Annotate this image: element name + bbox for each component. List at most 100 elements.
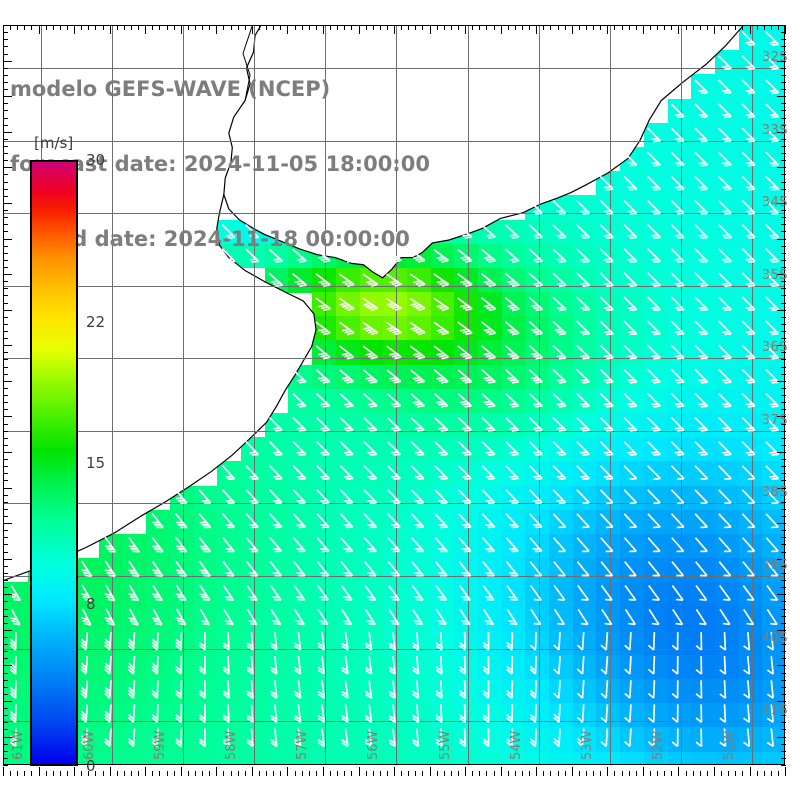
axis-tick xyxy=(781,46,786,48)
axis-tick xyxy=(781,103,786,105)
axis-tick xyxy=(209,771,211,776)
axis-tick xyxy=(781,74,786,76)
axis-tick xyxy=(607,25,609,34)
longitude-label: 55W xyxy=(437,730,453,760)
axis-tick xyxy=(777,665,786,667)
axis-tick xyxy=(266,25,267,30)
axis-tick xyxy=(145,25,147,34)
axis-tick xyxy=(3,274,12,275)
longitude-label: 61W xyxy=(11,730,26,760)
axis-tick xyxy=(699,25,701,30)
axis-tick xyxy=(123,771,125,776)
axis-tick xyxy=(781,266,786,268)
axis-tick xyxy=(372,771,374,776)
latitude-label: 37S xyxy=(761,412,788,428)
axis-tick xyxy=(17,25,19,30)
colorbar-tick: 0 xyxy=(86,757,96,775)
axis-tick xyxy=(450,771,452,776)
axis-tick xyxy=(67,25,68,30)
title-model-line: modelo GEFS-WAVE (NCEP) xyxy=(10,77,331,101)
axis-tick xyxy=(678,25,680,34)
axis-tick xyxy=(777,487,786,489)
axis-tick xyxy=(635,25,637,30)
axis-tick xyxy=(657,771,658,776)
axis-tick xyxy=(781,765,786,766)
axis-tick xyxy=(45,771,47,776)
axis-tick xyxy=(109,25,111,34)
axis-ticks-right xyxy=(776,25,786,766)
axis-tick xyxy=(3,708,8,710)
axis-tick xyxy=(781,565,786,567)
axis-tick xyxy=(657,25,658,30)
latitude-label: 33S xyxy=(761,122,788,138)
axis-tick xyxy=(781,729,786,731)
axis-tick xyxy=(781,423,786,425)
axis-tick xyxy=(781,352,786,354)
axis-tick xyxy=(3,146,8,147)
axis-tick xyxy=(3,757,8,759)
axis-tick xyxy=(3,352,8,354)
axis-tick xyxy=(3,558,12,560)
axis-tick xyxy=(3,266,8,268)
axis-tick xyxy=(3,309,12,311)
axis-tick xyxy=(3,672,8,674)
axis-tick xyxy=(3,409,8,411)
axis-tick xyxy=(59,25,61,30)
axis-tick xyxy=(721,771,722,776)
axis-tick xyxy=(564,771,566,776)
axis-tick xyxy=(131,25,132,30)
axis-tick xyxy=(713,25,715,34)
axis-tick xyxy=(31,25,33,30)
axis-tick xyxy=(3,195,8,197)
axis-tick xyxy=(781,672,786,674)
latitude-label: 34S xyxy=(761,195,788,211)
latitude-label: 32S xyxy=(761,50,788,66)
axis-tick xyxy=(180,25,182,34)
axis-tick xyxy=(458,25,459,30)
axis-tick xyxy=(322,25,324,34)
axis-tick xyxy=(3,25,12,26)
axis-tick xyxy=(529,25,531,30)
axis-tick xyxy=(781,302,786,304)
axis-tick xyxy=(756,771,758,776)
axis-tick xyxy=(443,771,445,776)
axis-tick xyxy=(781,160,786,162)
axis-tick xyxy=(3,451,12,453)
axis-tick xyxy=(465,25,467,34)
axis-tick xyxy=(628,25,630,30)
colorbar-unit-label: [m/s] xyxy=(34,134,74,152)
axis-tick xyxy=(557,771,559,776)
axis-tick xyxy=(95,25,97,30)
axis-tick xyxy=(3,316,8,318)
axis-tick xyxy=(781,146,786,147)
axis-tick xyxy=(3,345,12,347)
axis-tick xyxy=(781,259,786,261)
axis-tick xyxy=(529,771,531,776)
axis-tick xyxy=(777,274,786,275)
axis-tick xyxy=(3,480,8,482)
axis-tick xyxy=(781,174,786,176)
axis-tick xyxy=(237,771,239,776)
axis-tick xyxy=(781,338,786,340)
axis-tick xyxy=(202,771,204,776)
axis-tick xyxy=(3,25,4,34)
axis-tick xyxy=(685,771,687,776)
axis-tick xyxy=(372,25,374,30)
axis-tick xyxy=(308,771,310,776)
colorbar-tick: 22 xyxy=(86,312,106,331)
axis-tick xyxy=(173,25,175,30)
longitude-label: 60W xyxy=(82,730,98,760)
axis-tick xyxy=(280,25,282,30)
axis-tick xyxy=(17,771,19,776)
axis-tick xyxy=(244,771,246,776)
axis-tick xyxy=(3,629,12,631)
axis-tick xyxy=(81,25,83,30)
axis-tick xyxy=(3,32,8,34)
latitude-label: 40S xyxy=(761,630,788,646)
axis-tick xyxy=(287,767,289,776)
longitude-label: 56W xyxy=(366,730,382,760)
axis-tick xyxy=(781,686,786,688)
axis-tick xyxy=(692,25,694,30)
longitude-label: 52W xyxy=(650,730,666,760)
